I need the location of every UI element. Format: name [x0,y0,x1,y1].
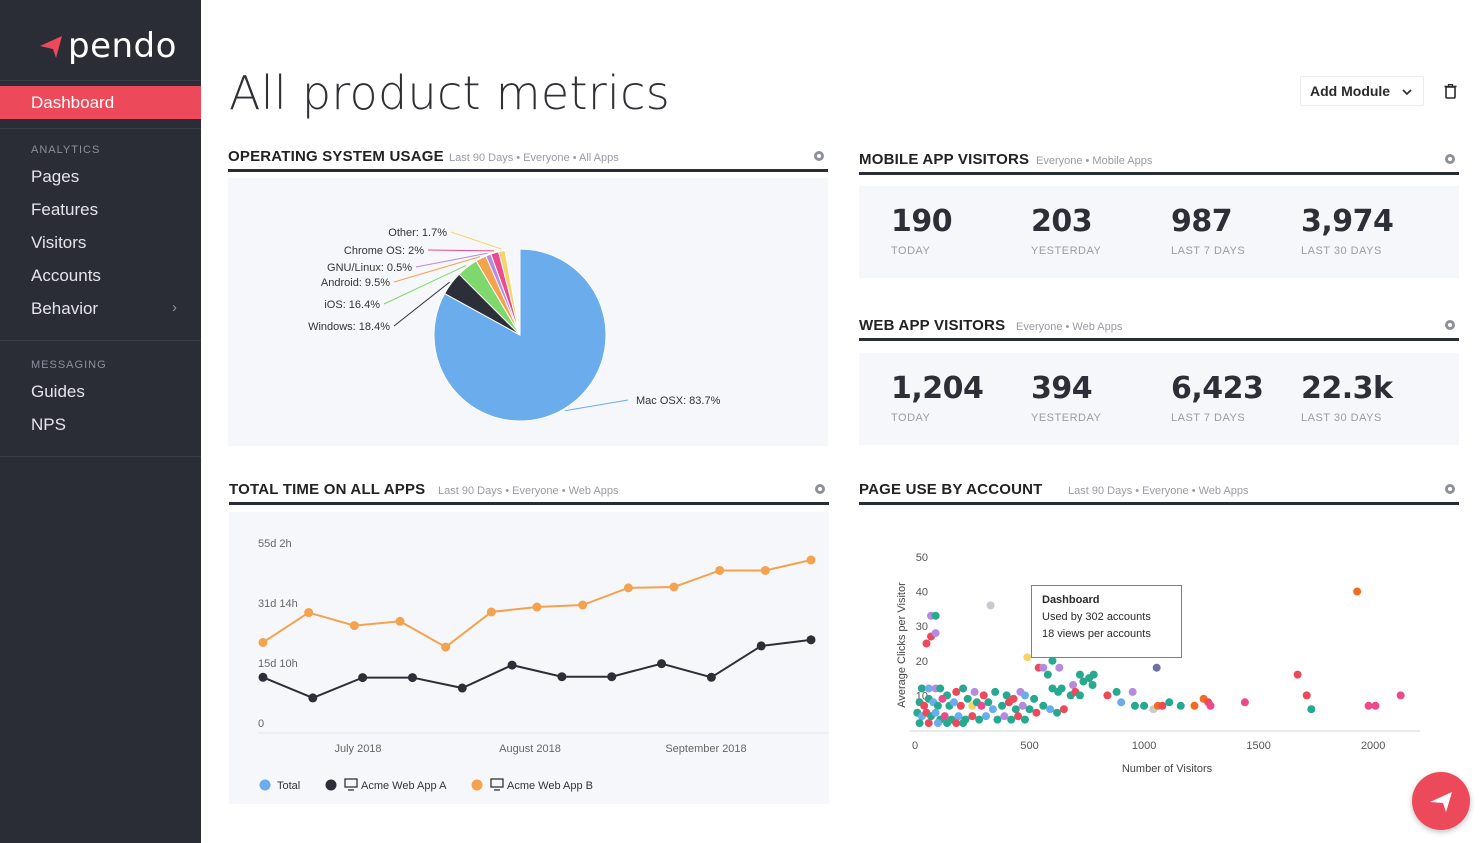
section-label-analytics: ANALYTICS [31,144,101,156]
gear-icon[interactable] [1443,152,1457,166]
mobile-visitors-header: MOBILE APP VISITORS Everyone • Mobile Ap… [859,149,1459,175]
page-use-title: PAGE USE BY ACCOUNT [859,481,1043,498]
divider [0,128,201,129]
chevron-right-icon[interactable]: › [172,299,177,316]
logo-text: pendo [68,26,177,66]
os-usage-subtitle: Last 90 Days • Everyone • All Apps [449,152,619,164]
total-time-title: TOTAL TIME ON ALL APPS [229,481,426,498]
metric-value: 987 [1171,204,1233,239]
add-module-button[interactable]: Add Module [1300,76,1424,106]
divider [0,340,201,341]
section-label-messaging: MESSAGING [31,359,107,371]
sidebar-item-features[interactable]: Features [31,200,99,219]
page-use-subtitle: Last 90 Days • Everyone • Web Apps [1068,485,1249,497]
metric-value: 394 [1031,371,1093,406]
metric-label: TODAY [891,412,931,424]
pendo-logo-icon [1430,792,1452,812]
metric-label: LAST 30 DAYS [1301,245,1382,257]
metric-value: 22.3k [1301,371,1393,406]
sidebar-item-visitors[interactable]: Visitors [31,233,87,252]
tooltip-line: 18 views per accounts [1042,628,1151,640]
os-usage-body [228,178,828,446]
page-use-body [859,512,1459,822]
metric-value: 3,974 [1301,204,1394,239]
metric-value: 190 [891,204,953,239]
sidebar-item-accounts[interactable]: Accounts [31,266,101,285]
page-title: All product metrics [229,66,670,120]
os-usage-header: OPERATING SYSTEM USAGE Last 90 Days • Ev… [228,146,828,172]
gear-icon[interactable] [1443,482,1457,496]
tooltip-line: Used by 302 accounts [1042,611,1151,623]
trash-icon[interactable] [1444,84,1457,99]
metric-value: 203 [1031,204,1093,239]
pendo-logo[interactable]: pendo [36,26,177,66]
divider [0,80,201,81]
sidebar-item-pages[interactable]: Pages [31,167,80,186]
divider [0,456,201,457]
web-visitors-title: WEB APP VISITORS [859,317,1006,334]
pendo-logo-icon [40,36,62,58]
total-time-header: TOTAL TIME ON ALL APPS Last 90 Days • Ev… [229,479,829,505]
page-use-header: PAGE USE BY ACCOUNT Last 90 Days • Every… [859,479,1459,505]
chart-tooltip: Dashboard Used by 302 accounts 18 views … [1031,585,1182,658]
sidebar-item-nps[interactable]: NPS [31,415,66,434]
web-visitors-body: 1,204 TODAY 394 YESTERDAY 6,423 LAST 7 D… [859,353,1459,445]
gear-icon[interactable] [812,149,826,163]
gear-icon[interactable] [813,482,827,496]
total-time-body [229,512,829,804]
total-time-subtitle: Last 90 Days • Everyone • Web Apps [438,485,619,497]
gear-icon[interactable] [1443,318,1457,332]
web-visitors-subtitle: Everyone • Web Apps [1016,321,1123,333]
sidebar-item-dashboard[interactable]: Dashboard [0,86,201,119]
metric-label: TODAY [891,245,931,257]
sidebar-item-guides[interactable]: Guides [31,382,85,401]
mobile-visitors-subtitle: Everyone • Mobile Apps [1036,155,1153,167]
metric-label: LAST 7 DAYS [1171,245,1246,257]
add-module-label: Add Module [1310,83,1391,99]
metric-value: 6,423 [1171,371,1264,406]
metric-label: YESTERDAY [1031,412,1102,424]
sidebar: pendo Dashboard ANALYTICS Pages Features… [0,0,201,843]
metric-label: YESTERDAY [1031,245,1102,257]
chevron-down-icon [1402,89,1412,96]
mobile-visitors-body: 190 TODAY 203 YESTERDAY 987 LAST 7 DAYS … [859,186,1459,278]
metric-label: LAST 7 DAYS [1171,412,1246,424]
metric-value: 1,204 [891,371,984,406]
os-usage-title: OPERATING SYSTEM USAGE [228,148,444,165]
tooltip-title: Dashboard [1042,594,1100,606]
pendo-resource-center-button[interactable] [1412,772,1470,830]
metric-label: LAST 30 DAYS [1301,412,1382,424]
web-visitors-header: WEB APP VISITORS Everyone • Web Apps [859,315,1459,341]
sidebar-item-behavior[interactable]: Behavior [31,299,99,318]
mobile-visitors-title: MOBILE APP VISITORS [859,151,1030,168]
